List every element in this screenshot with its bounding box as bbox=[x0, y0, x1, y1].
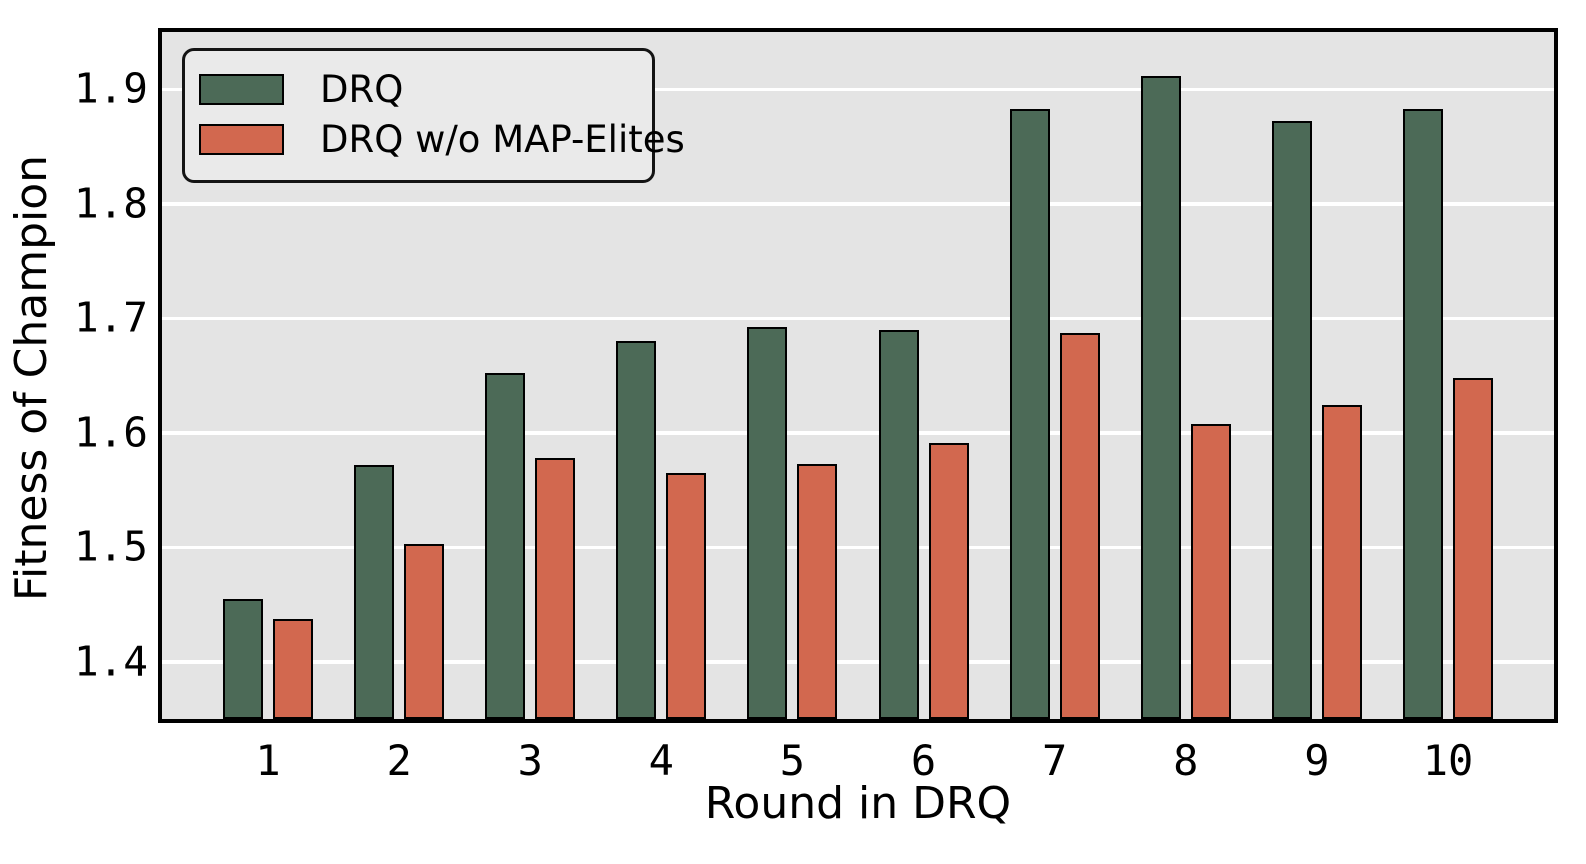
legend: DRQ DRQ w/o MAP-Elites bbox=[182, 48, 685, 183]
x-tick-label-8: 8 bbox=[1173, 736, 1199, 785]
bar-drq-wo-map-elites-round-10 bbox=[1453, 377, 1493, 719]
x-tick-label-2: 2 bbox=[386, 736, 412, 785]
legend-label-drq-wo-map-elites: DRQ w/o MAP-Elites bbox=[320, 117, 685, 161]
y-tick-label-1.8: 1.8 bbox=[73, 179, 148, 228]
y-axis-title: Fitness of Champion bbox=[6, 154, 57, 602]
bar-drq-round-9 bbox=[1271, 121, 1312, 719]
plot-inner bbox=[162, 32, 1554, 719]
bar-drq-round-7 bbox=[1009, 108, 1050, 719]
x-tick-label-1: 1 bbox=[255, 736, 281, 785]
x-tick-label-5: 5 bbox=[779, 736, 806, 785]
gridline-y-1.4 bbox=[162, 660, 1554, 664]
bar-drq-round-4 bbox=[616, 341, 657, 719]
x-tick-label-9: 9 bbox=[1304, 736, 1330, 785]
bar-drq-round-5 bbox=[747, 327, 788, 719]
legend-label-drq: DRQ bbox=[320, 67, 404, 111]
x-tick-label-6: 6 bbox=[910, 736, 937, 785]
gridline-y-1.9 bbox=[162, 87, 1554, 91]
x-tick-label-10: 10 bbox=[1422, 736, 1474, 785]
x-tick-label-7: 7 bbox=[1042, 736, 1068, 785]
bar-drq-wo-map-elites-round-6 bbox=[928, 443, 969, 719]
bar-drq-round-8 bbox=[1140, 75, 1181, 719]
bar-drq-round-1 bbox=[223, 598, 263, 719]
bar-drq-wo-map-elites-round-8 bbox=[1190, 423, 1231, 719]
gridline-y-1.8 bbox=[162, 202, 1554, 206]
bar-drq-wo-map-elites-round-9 bbox=[1321, 405, 1362, 719]
bar-drq-wo-map-elites-round-4 bbox=[666, 472, 707, 719]
bar-drq-round-10 bbox=[1403, 108, 1443, 719]
bar-drq-wo-map-elites-round-3 bbox=[535, 457, 576, 719]
bar-drq-wo-map-elites-round-5 bbox=[797, 463, 838, 719]
bar-drq-wo-map-elites-round-1 bbox=[273, 619, 313, 719]
legend-item-drq: DRQ bbox=[199, 68, 638, 110]
plot-area bbox=[158, 28, 1558, 723]
legend-item-drq-wo-map-elites: DRQ w/o MAP-Elites bbox=[199, 118, 685, 160]
gridline-y-1.7 bbox=[162, 316, 1554, 320]
legend-swatch-drq bbox=[199, 73, 284, 105]
y-tick-label-1.6: 1.6 bbox=[73, 408, 148, 457]
gridline-y-1.6 bbox=[162, 431, 1554, 435]
bar-drq-round-2 bbox=[354, 464, 395, 719]
y-tick-label-1.4: 1.4 bbox=[73, 637, 148, 686]
bar-drq-round-6 bbox=[878, 329, 919, 719]
y-tick-label-1.5: 1.5 bbox=[73, 522, 148, 571]
x-axis-title: Round in DRQ bbox=[704, 778, 1012, 829]
y-tick-label-1.7: 1.7 bbox=[73, 293, 148, 342]
bar-drq-wo-map-elites-round-2 bbox=[404, 543, 445, 719]
bar-drq-wo-map-elites-round-7 bbox=[1059, 333, 1100, 719]
legend-swatch-drq-wo-map-elites bbox=[199, 123, 284, 155]
gridline-y-1.5 bbox=[162, 545, 1554, 549]
x-tick-label-4: 4 bbox=[648, 736, 674, 785]
x-tick-label-3: 3 bbox=[517, 736, 543, 785]
y-tick-label-1.9: 1.9 bbox=[73, 64, 148, 113]
bar-drq-round-3 bbox=[485, 373, 526, 719]
